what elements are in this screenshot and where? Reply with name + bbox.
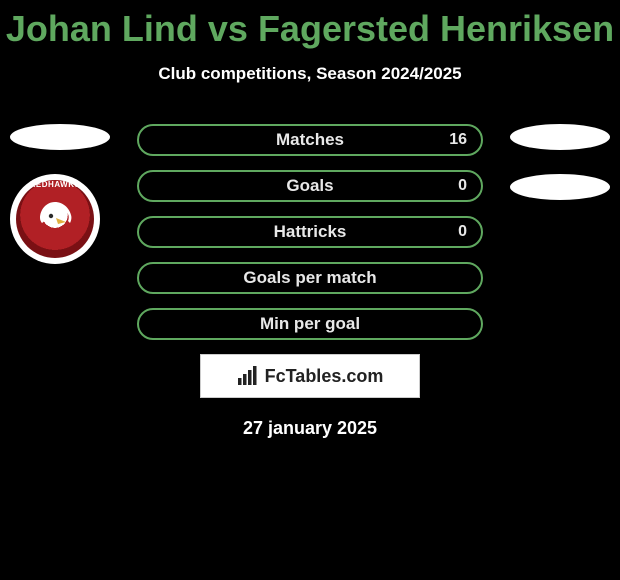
stat-row-goals: Goals 0 xyxy=(137,170,483,202)
player-placeholder-right-2 xyxy=(510,174,610,200)
date-text: 27 january 2025 xyxy=(0,418,620,439)
stat-label: Matches xyxy=(276,130,344,150)
player-placeholder-left xyxy=(10,124,110,150)
hawk-icon xyxy=(32,196,78,242)
stat-rows: Matches 16 Goals 0 Hattricks 0 Goals per… xyxy=(137,124,483,340)
stat-value-right: 0 xyxy=(458,177,467,195)
stat-label: Goals xyxy=(286,176,333,196)
stat-value-right: 16 xyxy=(449,131,467,149)
page-title: Johan Lind vs Fagersted Henriksen xyxy=(0,0,620,50)
stat-label: Min per goal xyxy=(260,314,360,334)
badge-team-name: REDHAWKS xyxy=(10,180,100,189)
redhawks-logo xyxy=(16,180,94,258)
stat-row-matches: Matches 16 xyxy=(137,124,483,156)
player-placeholder-right-1 xyxy=(510,124,610,150)
brand-text: FcTables.com xyxy=(265,366,384,387)
stat-row-min-per-goal: Min per goal xyxy=(137,308,483,340)
stat-label: Hattricks xyxy=(274,222,347,242)
team-badge-left: REDHAWKS xyxy=(10,174,100,264)
stat-row-goals-per-match: Goals per match xyxy=(137,262,483,294)
stat-label: Goals per match xyxy=(243,268,376,288)
stat-row-hattricks: Hattricks 0 xyxy=(137,216,483,248)
stat-value-right: 0 xyxy=(458,223,467,241)
left-column: REDHAWKS xyxy=(10,124,110,264)
brand-box: FcTables.com xyxy=(200,354,420,398)
right-column xyxy=(510,124,610,224)
comparison-content: REDHAWKS Matches 16 Goals 0 Hattricks 0 … xyxy=(0,124,620,439)
subtitle: Club competitions, Season 2024/2025 xyxy=(0,64,620,84)
bar-chart-icon xyxy=(237,366,259,386)
